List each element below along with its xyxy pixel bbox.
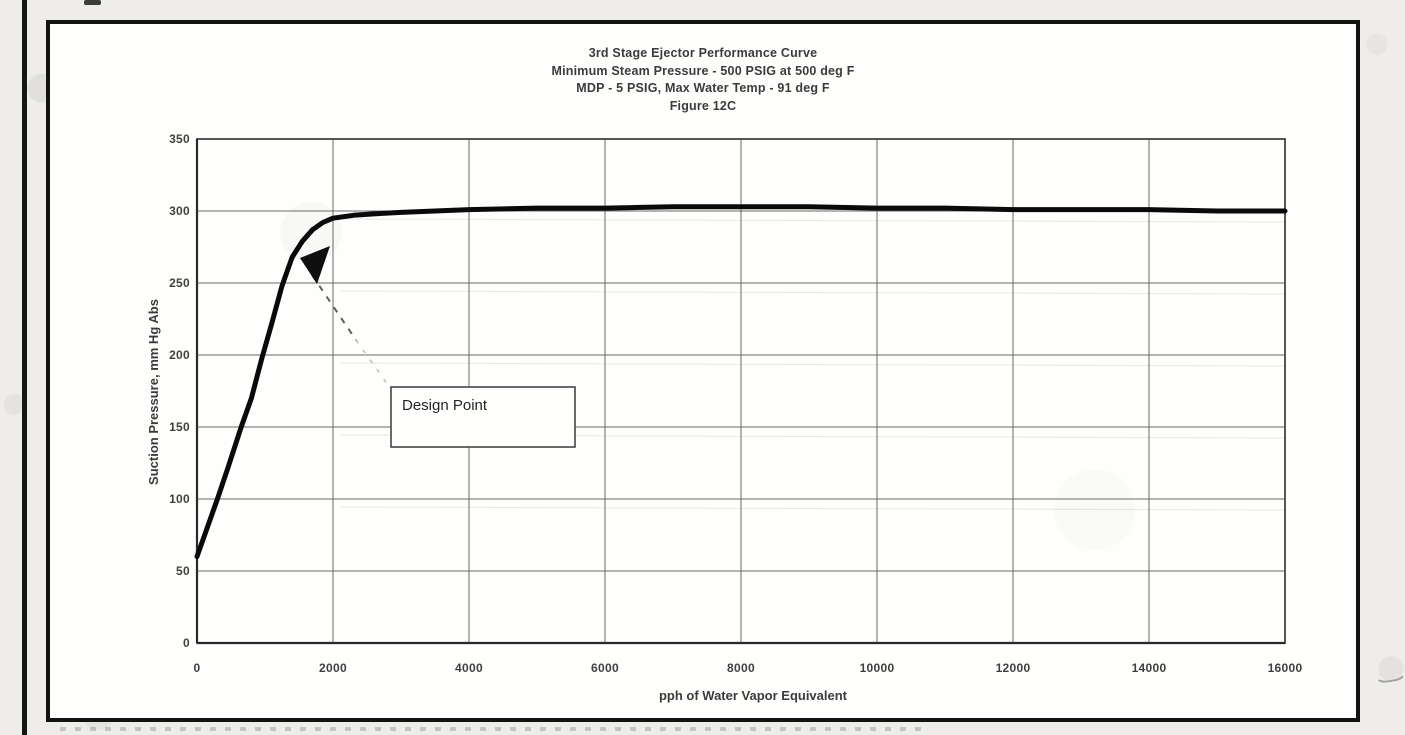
y-tick-label: 350	[169, 132, 190, 146]
scan-speckle-line	[60, 727, 930, 731]
scan-ghost-line	[339, 290, 1286, 295]
performance-curve	[194, 204, 1288, 560]
plot-border-group	[196, 138, 1286, 644]
x-tick-label: 14000	[1132, 661, 1167, 675]
design-point-arrowhead-icon	[300, 246, 330, 284]
chart-title-block: 3rd Stage Ejector Performance Curve Mini…	[50, 45, 1356, 115]
ghost-lines	[339, 218, 1286, 511]
chart-title-line-3: MDP - 5 PSIG, Max Water Temp - 91 deg F	[576, 81, 830, 95]
pen-mark-icon	[1372, 661, 1405, 685]
figure-frame: 3rd Stage Ejector Performance Curve Mini…	[46, 20, 1360, 722]
y-tick-label: 250	[169, 276, 190, 290]
design-point-leader-line	[311, 274, 357, 341]
curve-group	[194, 204, 1288, 560]
x-tick-label: 4000	[455, 661, 483, 675]
design-point-box	[390, 386, 576, 448]
y-tick-label: 0	[183, 636, 190, 650]
scan-ghost-line	[339, 362, 1286, 367]
x-tick-label: 16000	[1268, 661, 1303, 675]
scan-smudge-icon	[84, 0, 101, 5]
x-tick-label: 0	[194, 661, 201, 675]
plot-border	[196, 138, 1286, 644]
y-tick-label: 50	[176, 564, 190, 578]
y-tick-label: 150	[169, 420, 190, 434]
y-tick-label: 100	[169, 492, 190, 506]
x-tick-label: 2000	[319, 661, 347, 675]
x-tick-label: 10000	[860, 661, 895, 675]
design-point-annotation: Design Point	[300, 246, 576, 448]
x-tick-label: 8000	[727, 661, 755, 675]
scan-ghost-line	[339, 218, 1286, 223]
y-axis-title: Suction Pressure, mm Hg Abs	[146, 299, 161, 485]
chart-title-line-4: Figure 12C	[669, 98, 737, 113]
y-tick-label: 200	[169, 348, 190, 362]
performance-chart: Design Point 0 2000 4000 6000 8000 10000 12000…	[146, 132, 1302, 703]
chart-title-line-1: 3rd Stage Ejector Performance Curve	[588, 46, 818, 60]
y-tick-label: 300	[169, 204, 190, 218]
x-tick-label: 6000	[591, 661, 619, 675]
design-point-label: Design Point	[402, 397, 488, 414]
tick-labels: 0 2000 4000 6000 8000 10000 12000 14000 16000 0 50…	[169, 132, 1302, 675]
chart-title-line-2: Minimum Steam Pressure - 500 PSIG at 500…	[551, 63, 855, 78]
scan-ghost-line	[339, 506, 1286, 511]
design-point-leader-line-faint	[355, 339, 389, 386]
x-tick-label: 12000	[996, 661, 1031, 675]
page-edge-scan-line	[22, 0, 27, 735]
x-axis-title: pph of Water Vapor Equivalent	[659, 688, 848, 703]
